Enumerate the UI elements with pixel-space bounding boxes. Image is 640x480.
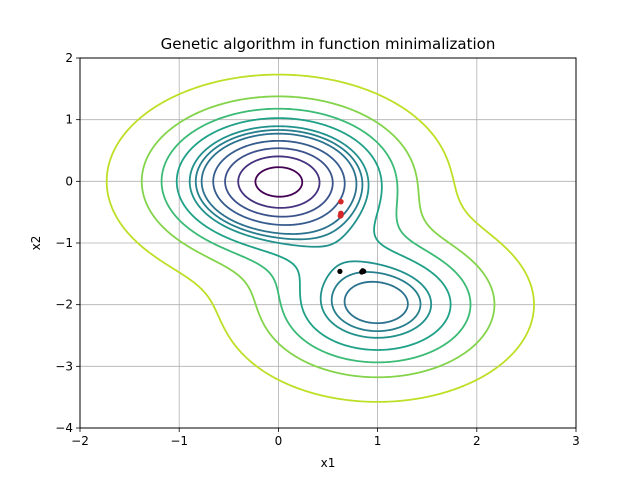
- y-axis-ticks: −4 −3 −2 −1 0 1 2: [55, 51, 80, 435]
- x-tick-label: −2: [71, 434, 89, 448]
- contour-line: [140, 95, 496, 379]
- black-point: [337, 268, 343, 274]
- contour-lines: [105, 73, 535, 403]
- y-tick-label: 1: [65, 113, 73, 127]
- contour-line: [237, 155, 321, 209]
- x-tick-label: 0: [275, 434, 283, 448]
- population-points: [337, 198, 367, 275]
- red-point: [338, 198, 344, 205]
- x-tick-label: 3: [572, 434, 580, 448]
- black-point: [359, 269, 365, 275]
- x-tick-label: 2: [473, 434, 481, 448]
- contour-line: [160, 107, 472, 364]
- plot-area: [79, 57, 577, 429]
- x-axis-label: x1: [321, 456, 336, 470]
- chart-title: Genetic algorithm in function minimaliza…: [161, 35, 496, 53]
- y-tick-label: −2: [55, 298, 73, 312]
- contour-line: [175, 117, 452, 351]
- y-tick-label: −4: [55, 421, 73, 435]
- x-axis-ticks: −2 −1 0 1 2 3: [71, 428, 580, 448]
- y-axis-label: x2: [29, 236, 43, 251]
- red-point: [337, 213, 344, 219]
- y-tick-label: 2: [65, 51, 73, 65]
- contour-line: [188, 125, 433, 339]
- contour-line: [200, 132, 409, 325]
- y-tick-label: −3: [55, 359, 73, 373]
- contour-line: [212, 139, 346, 226]
- contour-line: [105, 73, 535, 403]
- y-tick-label: −1: [55, 236, 73, 250]
- contour-line: [224, 147, 334, 218]
- contour-line: [254, 166, 304, 198]
- x-tick-label: −1: [170, 434, 188, 448]
- x-tick-label: 1: [374, 434, 382, 448]
- y-tick-label: 0: [65, 174, 73, 188]
